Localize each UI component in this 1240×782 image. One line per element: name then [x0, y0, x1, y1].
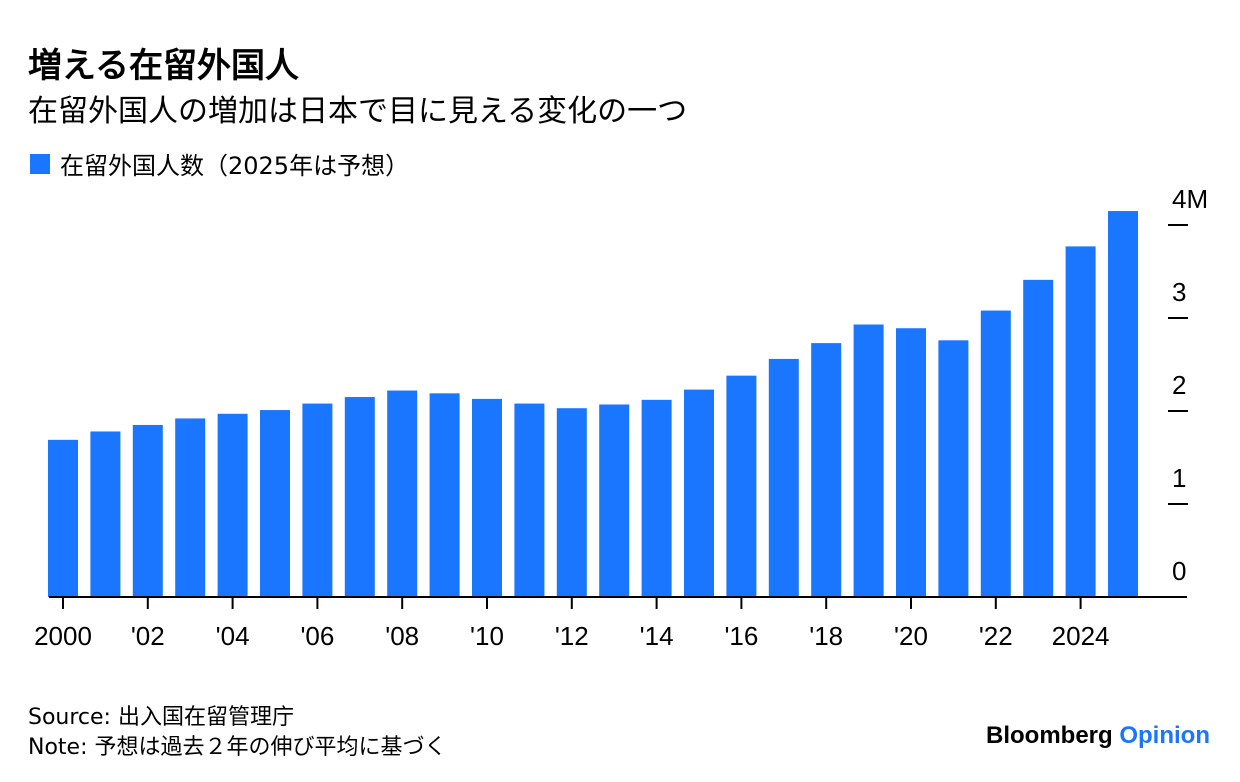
bar-2015: [684, 389, 714, 597]
bar-2009: [429, 393, 460, 597]
footnote: Note: 予想は過去２年の伸び平均に基づく: [28, 735, 447, 760]
bar-2005: [260, 410, 290, 597]
bar-2011: [514, 403, 545, 597]
x-tick-label: '16: [724, 621, 758, 651]
bar-2001: [90, 431, 121, 597]
bar-2019: [853, 324, 884, 597]
bar-2003: [175, 418, 206, 597]
bar-2021: [938, 340, 969, 597]
x-tick-label: '18: [809, 621, 843, 651]
chart-subtitle: 在留外国人の増加は日本で目に見える変化の一つ: [28, 94, 688, 129]
bar-2008: [387, 390, 418, 597]
y-tick-label: 2: [1172, 370, 1186, 400]
legend: 在留外国人数（2025年は予想）: [30, 146, 409, 181]
legend-swatch: [30, 153, 50, 174]
bar-2024: [1065, 246, 1096, 597]
brand-section: Opinion: [1119, 722, 1210, 749]
bar-2013: [599, 404, 630, 597]
x-tick-label: 2024: [1052, 621, 1110, 651]
x-tick-label: '08: [385, 621, 419, 651]
bar-2016: [726, 375, 757, 597]
x-tick-label: '02: [131, 621, 165, 651]
bar-2025: [1108, 211, 1138, 598]
x-tick-label: '12: [555, 621, 589, 651]
bar-2000: [48, 439, 78, 597]
bar-2007: [344, 397, 375, 597]
bar-2002: [132, 424, 163, 597]
x-tick-label: '22: [979, 621, 1013, 651]
bar-2012: [556, 408, 587, 597]
bar-2017: [768, 358, 799, 597]
x-tick-label: '10: [470, 621, 504, 651]
brand-name: Bloomberg: [986, 722, 1113, 749]
y-tick-label: 3: [1172, 277, 1186, 307]
y-tick-label: 1: [1172, 463, 1186, 493]
bar-2023: [1023, 279, 1054, 597]
bar-2014: [641, 399, 672, 597]
x-tick-label: '20: [894, 621, 928, 651]
x-tick-label: '04: [216, 621, 250, 651]
bar-2018: [811, 343, 842, 597]
bar-2006: [302, 403, 333, 597]
source-note: Source: 出入国在留管理庁: [28, 705, 294, 730]
legend-label: 在留外国人数（2025年は予想）: [60, 152, 410, 180]
x-tick-label: '14: [640, 621, 674, 651]
chart-title: 増える在留外国人: [28, 46, 299, 86]
bar-2010: [472, 398, 502, 597]
y-tick-label: 0: [1172, 556, 1186, 586]
brand-logo: Bloomberg Opinion: [986, 722, 1210, 750]
bar-2004: [217, 413, 248, 597]
x-tick-label: '06: [300, 621, 334, 651]
x-tick-label: 2000: [34, 621, 92, 651]
bar-2020: [896, 328, 926, 597]
y-tick-label: 4M: [1172, 184, 1208, 214]
bar-2022: [980, 310, 1011, 597]
